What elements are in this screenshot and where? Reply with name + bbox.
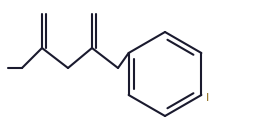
Text: I: I — [205, 93, 209, 103]
